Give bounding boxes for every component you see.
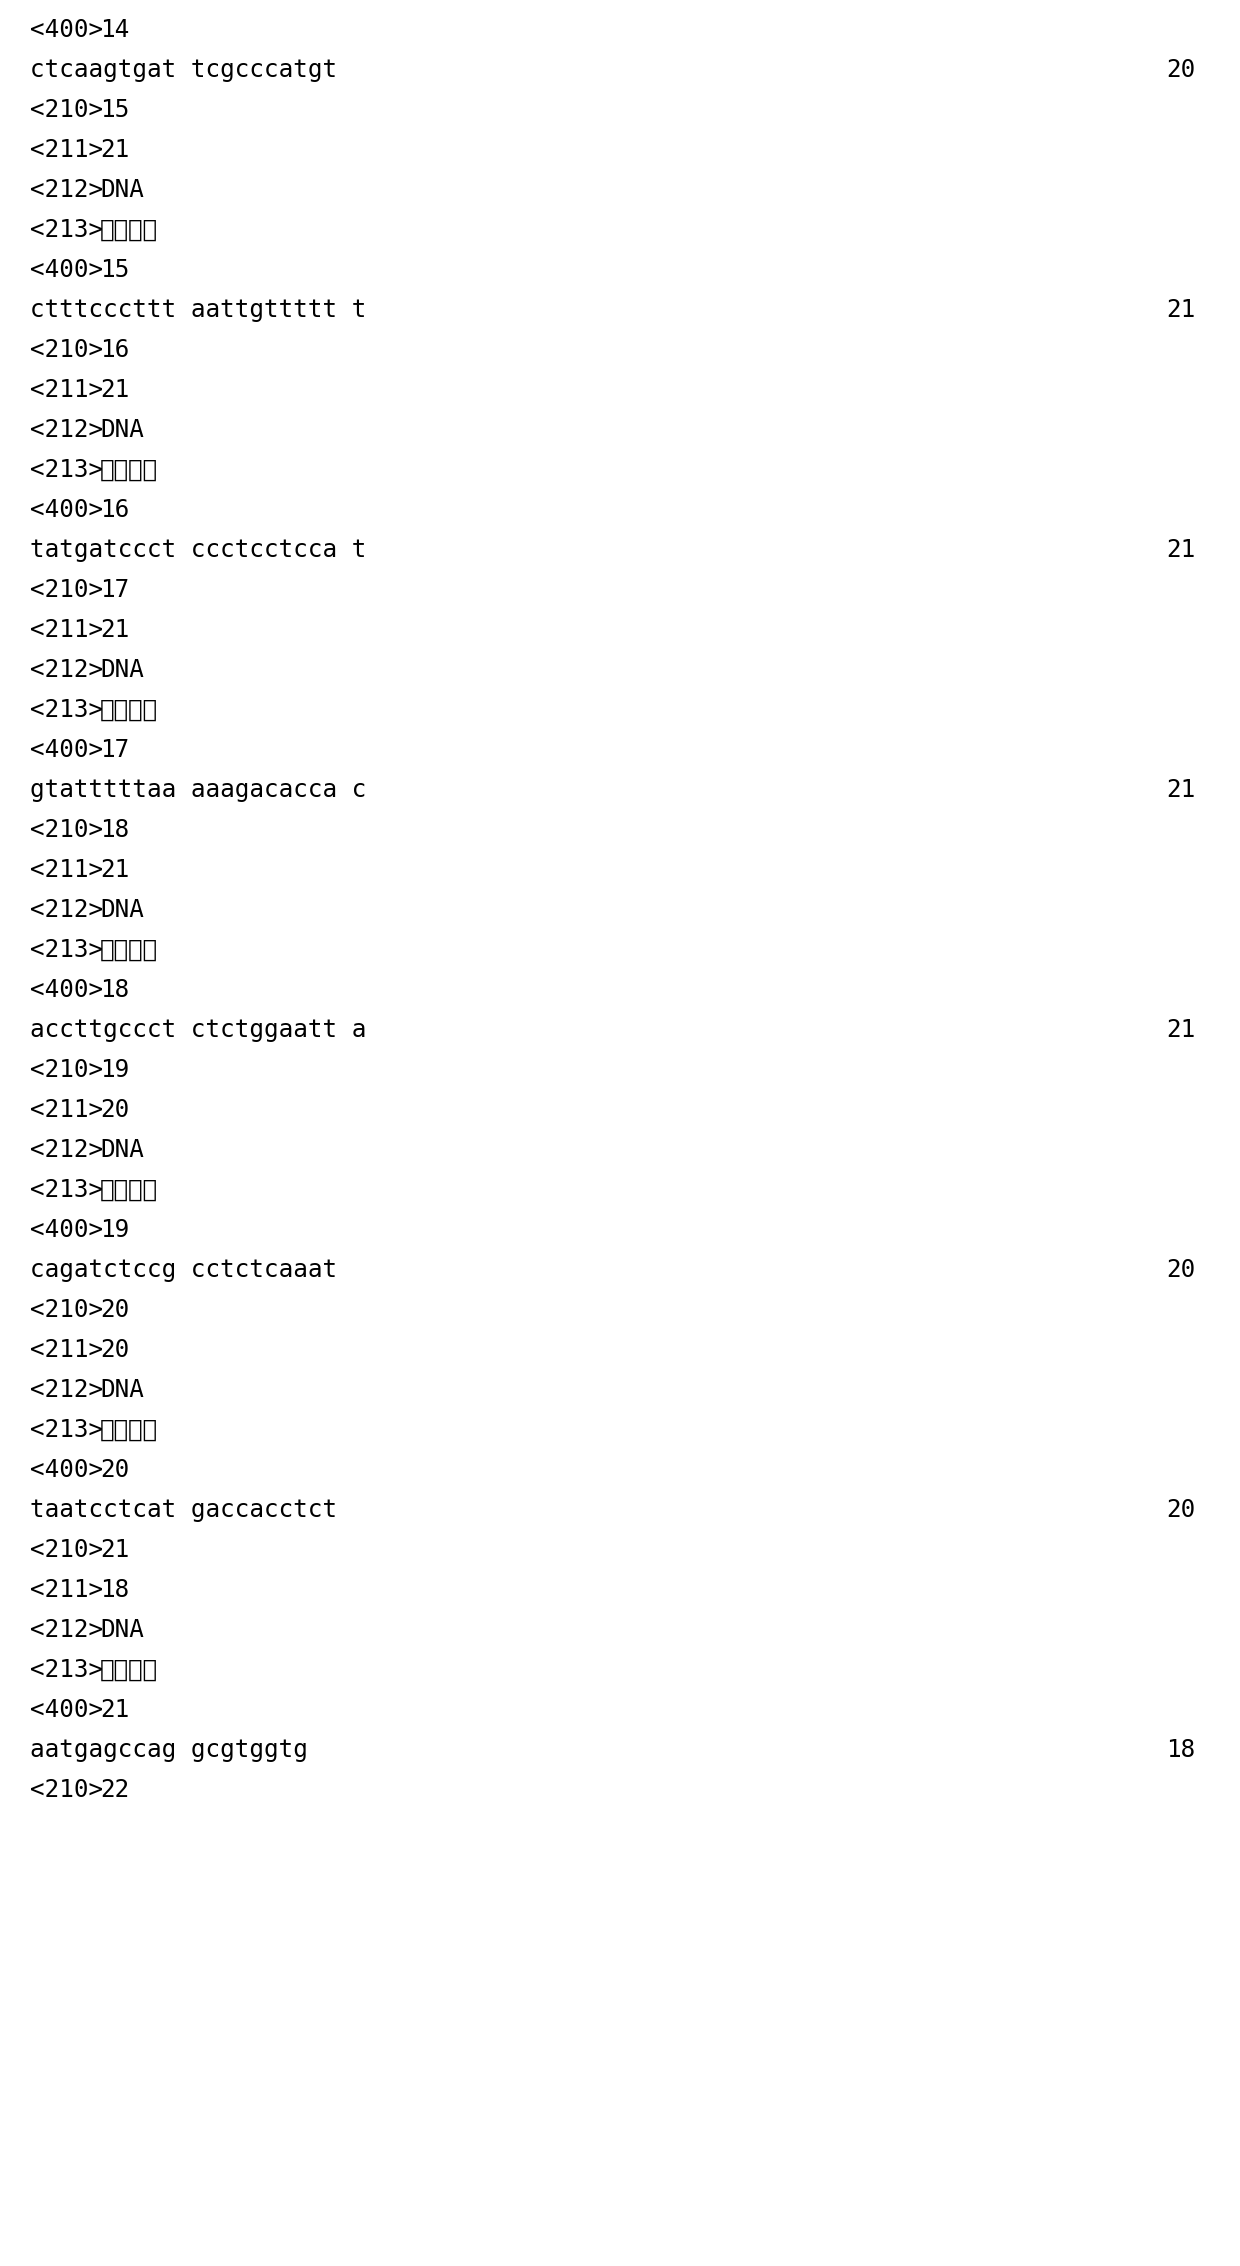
Text: 18: 18 (100, 979, 129, 1002)
Text: DNA: DNA (100, 417, 144, 442)
Text: <211>: <211> (30, 859, 103, 881)
Text: 21: 21 (1166, 537, 1195, 562)
Text: 16: 16 (100, 338, 129, 363)
Text: 21: 21 (100, 378, 129, 401)
Text: 人工序列: 人工序列 (100, 458, 157, 483)
Text: 人工序列: 人工序列 (100, 1419, 157, 1441)
Text: <213>: <213> (30, 1419, 103, 1441)
Text: ctcaagtgat tcgcccatgt: ctcaagtgat tcgcccatgt (30, 59, 337, 82)
Text: DNA: DNA (100, 1138, 144, 1162)
Text: accttgccct ctctggaatt a: accttgccct ctctggaatt a (30, 1017, 366, 1042)
Text: <213>: <213> (30, 1659, 103, 1681)
Text: 21: 21 (1166, 777, 1195, 802)
Text: <212>: <212> (30, 1618, 103, 1643)
Text: 18: 18 (100, 1577, 129, 1602)
Text: <212>: <212> (30, 1378, 103, 1403)
Text: <210>: <210> (30, 1058, 103, 1081)
Text: <213>: <213> (30, 458, 103, 483)
Text: <210>: <210> (30, 1298, 103, 1321)
Text: 17: 17 (100, 739, 129, 761)
Text: <400>: <400> (30, 1219, 103, 1242)
Text: <213>: <213> (30, 698, 103, 723)
Text: tatgatccct ccctcctcca t: tatgatccct ccctcctcca t (30, 537, 366, 562)
Text: 21: 21 (100, 859, 129, 881)
Text: 20: 20 (1166, 1498, 1195, 1523)
Text: DNA: DNA (100, 897, 144, 922)
Text: 20: 20 (100, 1337, 129, 1362)
Text: 20: 20 (1166, 59, 1195, 82)
Text: <400>: <400> (30, 18, 103, 43)
Text: 21: 21 (100, 138, 129, 161)
Text: <212>: <212> (30, 897, 103, 922)
Text: 20: 20 (1166, 1258, 1195, 1283)
Text: DNA: DNA (100, 1618, 144, 1643)
Text: gtatttttaa aaagacacca c: gtatttttaa aaagacacca c (30, 777, 366, 802)
Text: 21: 21 (100, 1697, 129, 1722)
Text: <211>: <211> (30, 1337, 103, 1362)
Text: ctttcccttt aattgttttt t: ctttcccttt aattgttttt t (30, 299, 366, 322)
Text: <211>: <211> (30, 619, 103, 641)
Text: 16: 16 (100, 499, 129, 521)
Text: 18: 18 (100, 818, 129, 843)
Text: 17: 17 (100, 578, 129, 603)
Text: 19: 19 (100, 1219, 129, 1242)
Text: 22: 22 (100, 1779, 129, 1801)
Text: DNA: DNA (100, 179, 144, 202)
Text: <213>: <213> (30, 938, 103, 963)
Text: <400>: <400> (30, 1457, 103, 1482)
Text: <211>: <211> (30, 138, 103, 161)
Text: 20: 20 (100, 1099, 129, 1122)
Text: <213>: <213> (30, 218, 103, 242)
Text: taatcctcat gaccacctct: taatcctcat gaccacctct (30, 1498, 337, 1523)
Text: <400>: <400> (30, 499, 103, 521)
Text: <210>: <210> (30, 578, 103, 603)
Text: 15: 15 (100, 258, 129, 281)
Text: <210>: <210> (30, 1539, 103, 1561)
Text: 14: 14 (100, 18, 129, 43)
Text: aatgagccag gcgtggtg: aatgagccag gcgtggtg (30, 1738, 308, 1763)
Text: <211>: <211> (30, 1577, 103, 1602)
Text: <212>: <212> (30, 179, 103, 202)
Text: <400>: <400> (30, 979, 103, 1002)
Text: 人工序列: 人工序列 (100, 938, 157, 963)
Text: <211>: <211> (30, 1099, 103, 1122)
Text: <210>: <210> (30, 338, 103, 363)
Text: 19: 19 (100, 1058, 129, 1081)
Text: DNA: DNA (100, 1378, 144, 1403)
Text: <213>: <213> (30, 1178, 103, 1201)
Text: <211>: <211> (30, 378, 103, 401)
Text: 21: 21 (1166, 299, 1195, 322)
Text: 人工序列: 人工序列 (100, 1659, 157, 1681)
Text: 21: 21 (1166, 1017, 1195, 1042)
Text: 人工序列: 人工序列 (100, 218, 157, 242)
Text: 18: 18 (1166, 1738, 1195, 1763)
Text: <210>: <210> (30, 1779, 103, 1801)
Text: <212>: <212> (30, 657, 103, 682)
Text: <210>: <210> (30, 97, 103, 122)
Text: <400>: <400> (30, 739, 103, 761)
Text: 人工序列: 人工序列 (100, 698, 157, 723)
Text: 20: 20 (100, 1457, 129, 1482)
Text: <400>: <400> (30, 1697, 103, 1722)
Text: 21: 21 (100, 619, 129, 641)
Text: <212>: <212> (30, 1138, 103, 1162)
Text: <210>: <210> (30, 818, 103, 843)
Text: 20: 20 (100, 1298, 129, 1321)
Text: 21: 21 (100, 1539, 129, 1561)
Text: DNA: DNA (100, 657, 144, 682)
Text: 15: 15 (100, 97, 129, 122)
Text: <400>: <400> (30, 258, 103, 281)
Text: <212>: <212> (30, 417, 103, 442)
Text: 人工序列: 人工序列 (100, 1178, 157, 1201)
Text: cagatctccg cctctcaaat: cagatctccg cctctcaaat (30, 1258, 337, 1283)
